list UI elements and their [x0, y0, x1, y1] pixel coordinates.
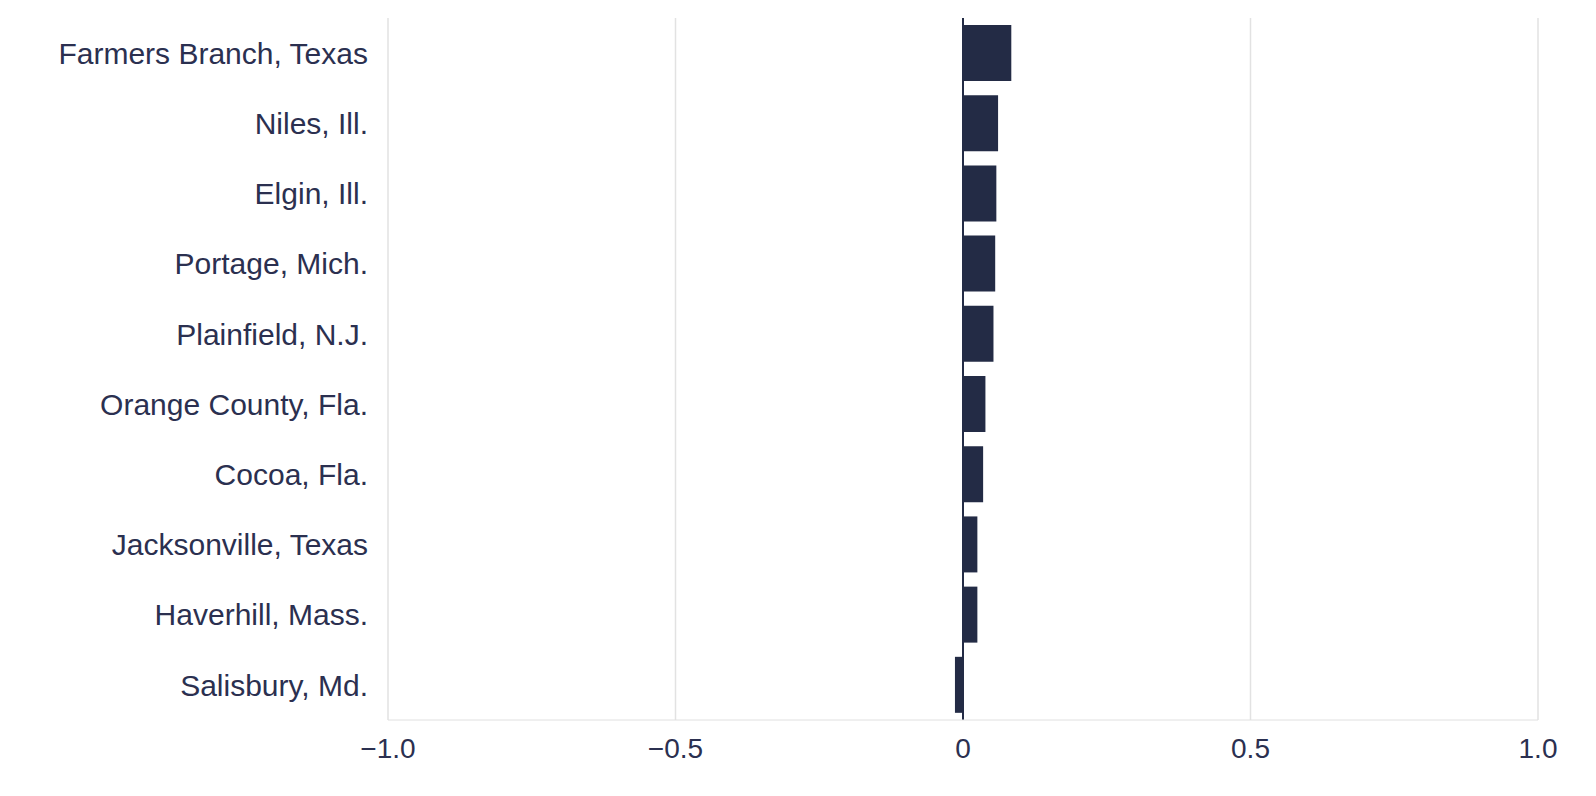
svg-text:Elgin, Ill.: Elgin, Ill.: [255, 177, 368, 210]
svg-text:Cocoa, Fla.: Cocoa, Fla.: [215, 458, 368, 491]
svg-text:Niles, Ill.: Niles, Ill.: [255, 107, 368, 140]
svg-text:1.0: 1.0: [1519, 733, 1558, 764]
svg-text:−0.5: −0.5: [648, 733, 703, 764]
svg-text:Haverhill, Mass.: Haverhill, Mass.: [155, 598, 368, 631]
svg-text:Orange County, Fla.: Orange County, Fla.: [100, 388, 368, 421]
svg-text:0.5: 0.5: [1231, 733, 1270, 764]
svg-text:−1.0: −1.0: [360, 733, 415, 764]
svg-text:Jacksonville, Texas: Jacksonville, Texas: [112, 528, 368, 561]
svg-text:Portage, Mich.: Portage, Mich.: [175, 247, 368, 280]
svg-text:Farmers Branch, Texas: Farmers Branch, Texas: [58, 37, 368, 70]
svg-text:Salisbury, Md.: Salisbury, Md.: [180, 669, 368, 702]
svg-text:Plainfield, N.J.: Plainfield, N.J.: [176, 318, 368, 351]
svg-text:0: 0: [955, 733, 971, 764]
